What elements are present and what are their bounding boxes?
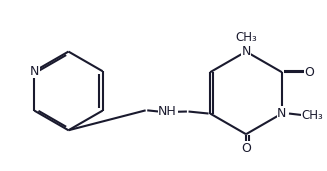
Text: CH₃: CH₃ [235, 31, 257, 44]
Text: CH₃: CH₃ [301, 109, 323, 122]
Text: NH: NH [158, 105, 177, 118]
Text: O: O [304, 66, 314, 79]
Text: O: O [241, 142, 251, 155]
Text: N: N [30, 65, 39, 78]
Text: N: N [277, 107, 286, 120]
Text: N: N [241, 45, 251, 58]
